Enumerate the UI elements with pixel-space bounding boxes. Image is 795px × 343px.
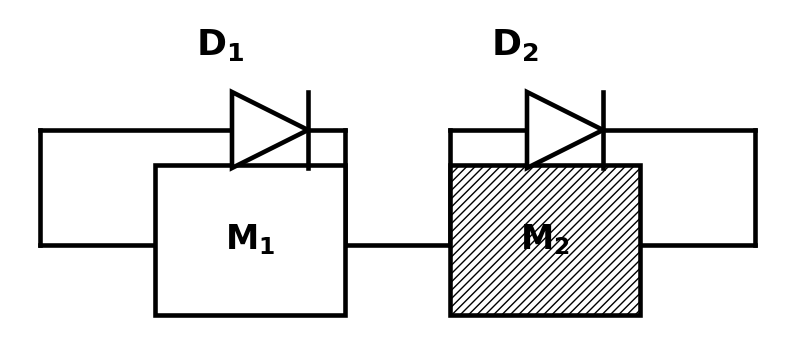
Text: $\mathbf{D_1}$: $\mathbf{D_1}$ bbox=[196, 27, 244, 63]
Polygon shape bbox=[527, 92, 603, 168]
Text: $\mathbf{M_1}$: $\mathbf{M_1}$ bbox=[225, 223, 275, 257]
Polygon shape bbox=[232, 92, 308, 168]
Text: $\mathbf{M_2}$: $\mathbf{M_2}$ bbox=[520, 223, 570, 257]
Bar bbox=[450, 165, 640, 315]
Text: $\mathbf{D_2}$: $\mathbf{D_2}$ bbox=[491, 27, 539, 63]
Bar bbox=[155, 165, 345, 315]
